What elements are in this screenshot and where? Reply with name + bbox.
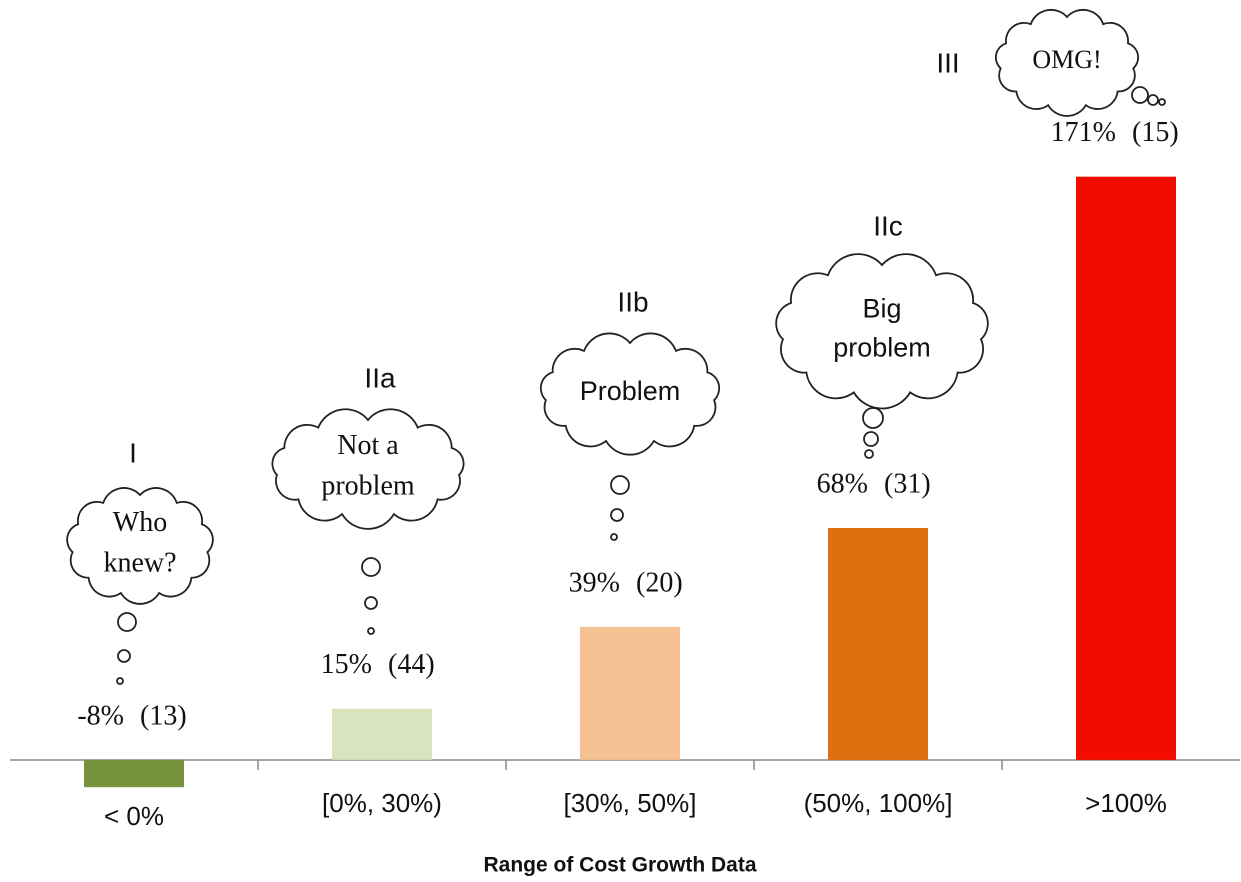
value-label: 68%	[817, 468, 868, 499]
thought-text: OMG!	[1032, 45, 1101, 74]
thought-bubble	[365, 597, 377, 609]
thought-text: Problem	[580, 376, 681, 406]
value-label: 171%	[1051, 117, 1116, 148]
count-label: (13)	[140, 700, 187, 731]
count-label: (44)	[388, 649, 435, 680]
x-tick-label: (50%, 100%]	[804, 788, 953, 818]
group-label: IIb	[617, 286, 648, 317]
thought-text: Who	[113, 507, 167, 538]
bar	[332, 709, 432, 760]
thought-cloud	[272, 409, 463, 529]
thought-bubble	[865, 450, 873, 458]
bar	[84, 760, 184, 787]
group-label: IIc	[873, 210, 903, 241]
value-label: 39%	[569, 567, 620, 598]
x-tick-label: >100%	[1085, 788, 1167, 818]
thought-bubble	[863, 408, 883, 428]
value-label: -8%	[77, 700, 124, 731]
thought-text: Not a	[337, 430, 399, 461]
group-label: III	[936, 47, 959, 78]
chart: Range of Cost Growth Data < 0% -8% (13) I Wh…	[0, 0, 1241, 882]
thought-bubble	[362, 558, 380, 576]
thought-bubble	[611, 534, 617, 540]
group-label: IIa	[364, 362, 396, 393]
count-label: (31)	[884, 468, 931, 499]
thought-bubble	[118, 650, 130, 662]
bar	[1076, 177, 1176, 760]
x-tick-label: [30%, 50%]	[564, 788, 697, 818]
bar	[580, 627, 680, 760]
thought-bubble	[1159, 99, 1165, 105]
thought-bubble	[368, 628, 374, 634]
x-axis-title: Range of Cost Growth Data	[483, 854, 756, 877]
thought-cloud	[67, 488, 213, 604]
value-label: 15%	[321, 649, 372, 680]
thought-bubble	[117, 678, 123, 684]
count-label: (15)	[1132, 117, 1179, 148]
x-tick-label: [0%, 30%)	[322, 788, 442, 818]
thought-text: knew?	[103, 548, 176, 579]
thought-bubble	[118, 613, 136, 631]
thought-bubble	[611, 509, 623, 521]
bar	[828, 528, 928, 760]
x-tick-label: < 0%	[104, 801, 164, 831]
thought-text: Big	[862, 294, 901, 324]
group-label: I	[129, 437, 137, 468]
thought-bubble	[864, 432, 878, 446]
thought-text: problem	[321, 471, 415, 502]
count-label: (20)	[636, 567, 683, 598]
thought-bubble	[611, 476, 629, 494]
thought-bubble	[1132, 87, 1148, 103]
thought-bubble	[1148, 95, 1158, 105]
thought-cloud	[776, 254, 988, 408]
thought-text: problem	[833, 333, 931, 363]
